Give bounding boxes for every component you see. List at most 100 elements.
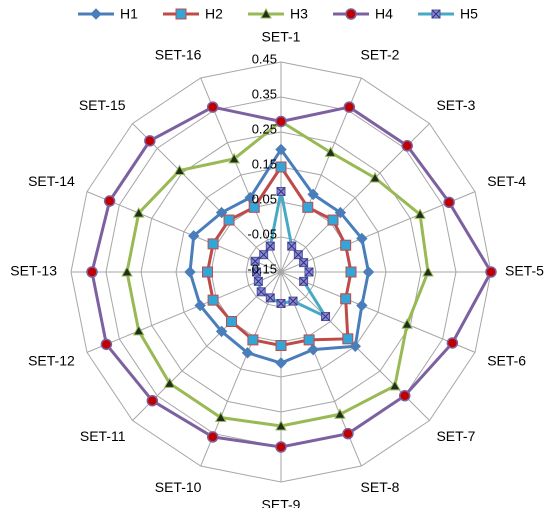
spoke (280, 191, 476, 273)
spoke (132, 123, 282, 273)
marker (302, 201, 314, 213)
marker (247, 334, 259, 346)
marker (121, 265, 133, 277)
legend-item: H2 (163, 6, 223, 22)
legend-item: H5 (418, 6, 478, 22)
marker (287, 241, 297, 251)
marker (303, 334, 315, 346)
y-tick-label: 0.45 (252, 51, 277, 66)
marker (362, 266, 375, 278)
marker (256, 287, 266, 297)
marker (275, 161, 287, 173)
marker (184, 266, 196, 278)
marker (202, 266, 213, 278)
marker-x (256, 287, 266, 297)
marker-x (299, 277, 308, 286)
category-label: SET-12 (28, 352, 75, 368)
marker (401, 140, 413, 152)
marker (265, 293, 275, 303)
spoke (280, 271, 476, 353)
marker-x (254, 277, 263, 286)
marker (307, 188, 319, 201)
marker (86, 266, 98, 278)
marker-x (304, 267, 314, 277)
marker (175, 8, 187, 20)
marker (100, 338, 113, 351)
marker (194, 299, 206, 312)
marker (422, 265, 434, 277)
marker (345, 266, 357, 278)
legend-item: H4 (333, 6, 393, 22)
marker (215, 325, 228, 338)
marker-x (252, 267, 261, 277)
category-label: SET-13 (10, 263, 57, 279)
legend-label: H1 (120, 6, 138, 22)
y-tick-label: 0.35 (252, 86, 277, 101)
marker-x (321, 312, 330, 321)
marker (206, 101, 219, 113)
marker (443, 196, 455, 209)
marker (340, 239, 352, 251)
marker (207, 238, 219, 250)
marker-x (276, 299, 286, 308)
marker (223, 214, 235, 226)
marker (275, 115, 287, 128)
marker (146, 394, 159, 407)
marker (276, 299, 286, 308)
category-label: SET-4 (487, 173, 526, 189)
marker (299, 258, 309, 268)
category-label: SET-8 (361, 479, 400, 495)
marker-x (287, 241, 297, 251)
y-tick-label: -0.05 (247, 226, 277, 241)
legend-item: H1 (78, 6, 138, 22)
marker (265, 241, 275, 251)
marker-x (299, 258, 308, 267)
marker-x (265, 293, 275, 303)
marker (132, 324, 145, 336)
marker (288, 296, 298, 306)
category-label: SET-14 (28, 173, 75, 189)
marker-x (259, 250, 269, 260)
marker (103, 195, 116, 207)
marker (173, 164, 186, 176)
marker (144, 135, 156, 147)
marker-x (250, 256, 260, 266)
marker-x (276, 187, 286, 196)
legend-label: H2 (205, 6, 223, 22)
legend-label: H5 (460, 6, 478, 22)
legend-item: H3 (248, 6, 308, 22)
marker (252, 267, 261, 277)
marker-x (431, 9, 441, 19)
marker (207, 294, 219, 306)
marker (342, 427, 354, 440)
marker (342, 333, 354, 345)
y-tick-label: 0.05 (252, 191, 277, 206)
marker (248, 201, 260, 213)
marker (345, 8, 357, 20)
marker (324, 146, 337, 157)
marker (388, 379, 401, 391)
legend-label: H3 (290, 6, 308, 22)
category-label: SET-1 (262, 29, 301, 45)
y-tick-label: 0.15 (252, 156, 277, 171)
marker (276, 187, 286, 196)
marker (414, 208, 426, 219)
marker (356, 232, 368, 245)
marker (401, 318, 413, 329)
marker (250, 256, 260, 266)
marker (226, 315, 238, 327)
marker (446, 337, 459, 349)
marker (260, 7, 272, 19)
marker (334, 408, 346, 419)
category-label: SET-7 (436, 428, 475, 444)
category-label: SET-9 (262, 497, 301, 508)
marker (485, 266, 497, 278)
category-label: SET-11 (80, 428, 126, 444)
marker (228, 152, 240, 164)
marker (275, 419, 287, 431)
marker (241, 347, 254, 359)
marker-x (265, 241, 275, 251)
marker (132, 207, 145, 218)
marker (187, 230, 200, 242)
marker (275, 441, 287, 453)
